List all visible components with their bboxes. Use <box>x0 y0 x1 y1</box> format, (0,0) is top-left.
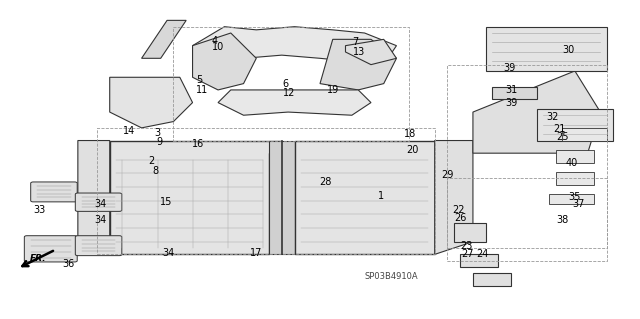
Text: 21: 21 <box>553 124 565 135</box>
Polygon shape <box>473 71 600 153</box>
Polygon shape <box>486 27 607 71</box>
Text: 1: 1 <box>378 191 383 201</box>
Text: 23: 23 <box>460 241 473 251</box>
Text: 34: 34 <box>162 248 175 258</box>
Text: 27: 27 <box>461 249 474 259</box>
Polygon shape <box>473 273 511 286</box>
Text: 3: 3 <box>154 128 161 137</box>
FancyBboxPatch shape <box>76 236 122 256</box>
Text: 10: 10 <box>212 42 224 52</box>
Polygon shape <box>454 223 486 242</box>
Text: 9: 9 <box>156 137 163 147</box>
Text: 20: 20 <box>406 145 419 155</box>
Text: 32: 32 <box>547 112 559 122</box>
Polygon shape <box>193 27 396 65</box>
Polygon shape <box>435 141 473 254</box>
Text: SP03B4910A: SP03B4910A <box>365 272 418 281</box>
Text: 34: 34 <box>94 215 106 225</box>
Text: 35: 35 <box>569 192 581 203</box>
Text: 13: 13 <box>353 47 365 57</box>
Polygon shape <box>346 39 396 65</box>
Text: 28: 28 <box>319 177 332 187</box>
Polygon shape <box>218 90 371 115</box>
Text: 29: 29 <box>441 170 454 180</box>
Text: 4: 4 <box>212 36 218 46</box>
Text: 40: 40 <box>566 158 578 168</box>
Polygon shape <box>492 87 537 100</box>
Polygon shape <box>78 141 109 254</box>
Text: 33: 33 <box>33 205 45 215</box>
Bar <box>556 172 594 185</box>
Text: 22: 22 <box>452 205 465 215</box>
Polygon shape <box>537 109 613 141</box>
Polygon shape <box>320 39 396 90</box>
Text: 34: 34 <box>94 199 106 209</box>
Text: 39: 39 <box>505 98 517 108</box>
Text: 15: 15 <box>159 197 172 207</box>
Text: 11: 11 <box>196 85 208 95</box>
Text: 38: 38 <box>556 215 568 225</box>
Text: 31: 31 <box>505 85 517 95</box>
Text: 12: 12 <box>284 88 296 98</box>
Polygon shape <box>141 20 186 58</box>
Bar <box>562 128 607 141</box>
Polygon shape <box>109 77 193 128</box>
Bar <box>556 150 594 163</box>
Text: 18: 18 <box>404 129 417 139</box>
Text: 25: 25 <box>556 132 568 142</box>
Text: 19: 19 <box>326 85 339 95</box>
Text: 37: 37 <box>572 199 584 209</box>
FancyBboxPatch shape <box>31 182 77 202</box>
Polygon shape <box>460 254 499 267</box>
Text: 14: 14 <box>123 126 135 136</box>
Text: 17: 17 <box>250 248 262 258</box>
Text: 39: 39 <box>504 63 516 73</box>
Text: 30: 30 <box>563 45 575 56</box>
Text: 24: 24 <box>476 249 489 259</box>
FancyBboxPatch shape <box>76 193 122 211</box>
Text: 26: 26 <box>454 213 467 223</box>
Polygon shape <box>269 141 294 254</box>
Text: 7: 7 <box>352 38 358 48</box>
Text: 5: 5 <box>196 76 202 85</box>
Polygon shape <box>193 33 256 90</box>
Polygon shape <box>294 141 435 254</box>
Text: 8: 8 <box>152 166 159 175</box>
Text: 6: 6 <box>282 78 288 89</box>
Text: 16: 16 <box>191 139 204 149</box>
Text: FR.: FR. <box>30 254 47 263</box>
Text: 2: 2 <box>148 156 154 166</box>
Text: 36: 36 <box>62 259 74 269</box>
FancyBboxPatch shape <box>24 236 77 262</box>
Polygon shape <box>109 141 282 254</box>
Bar <box>549 194 594 204</box>
